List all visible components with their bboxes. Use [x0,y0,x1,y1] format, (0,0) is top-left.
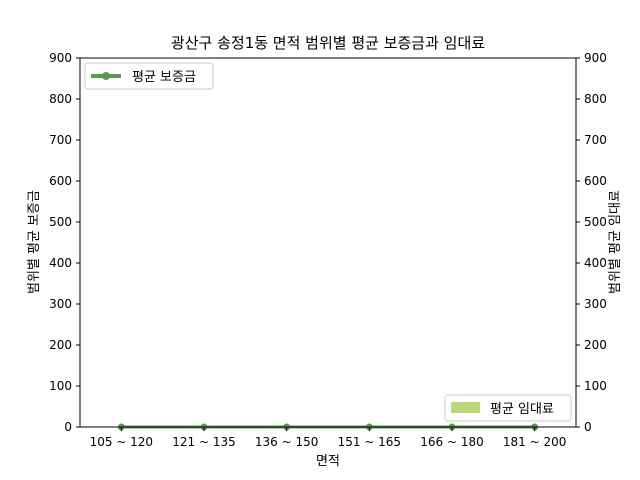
legend-rent-label: 평균 임대료 [490,402,554,417]
x-tick-label: 136 ~ 150 [255,435,319,449]
x-tick-label: 166 ~ 180 [420,435,484,449]
y-left-tick-label: 700 [49,133,72,147]
plot-frame [79,57,577,428]
x-tick-label: 105 ~ 120 [90,435,154,449]
x-tick-label: 151 ~ 165 [338,435,402,449]
chart-title: 광산구 송정1동 면적 범위별 평균 보증금과 임대료 [171,34,485,52]
y-axis-left-label: 범위별 평균 보증금 [27,190,42,294]
legend-deposit-label: 평균 보증금 [132,70,196,85]
y-left-tick-label: 600 [49,174,72,188]
y-right-tick-label: 500 [584,215,607,229]
y-right-tick-label: 600 [584,174,607,188]
y-left-tick-label: 100 [49,379,72,393]
y-left-tick-label: 300 [49,297,72,311]
y-right-tick-label: 0 [584,420,592,434]
y-right-tick-label: 700 [584,133,607,147]
x-tick-label: 121 ~ 135 [172,435,236,449]
y-right-tick-label: 200 [584,338,607,352]
y-right-tick-label: 800 [584,92,607,106]
x-axis-label: 면적 [316,454,340,469]
y-left-tick-label: 500 [49,215,72,229]
legend-deposit: 평균 보증금 [84,62,214,90]
y-left-tick-label: 800 [49,92,72,106]
legend-deposit-marker-swatch [102,72,110,80]
y-left-tick-label: 900 [49,51,72,65]
x-tick-label: 181 ~ 200 [503,435,567,449]
legend-rent-box [444,394,572,422]
y-right-tick-label: 400 [584,256,607,270]
legend-rent: 평균 임대료 [444,394,572,422]
legend-rent-bar-swatch [451,402,480,413]
y-right-tick-label: 100 [584,379,607,393]
plot-area: 105 ~ 120 121 ~ 135 136 ~ 150 151 ~ 165 166 … [49,51,607,449]
y-right-tick-label: 300 [584,297,607,311]
y-left-tick-label: 0 [64,420,72,434]
y-left-tick-label: 400 [49,256,72,270]
y-left-tick-label: 200 [49,338,72,352]
y-right-tick-label: 900 [584,51,607,65]
y-axis-right-label: 범위별 평균 임대료 [608,190,623,294]
legend-deposit-box [84,62,214,90]
